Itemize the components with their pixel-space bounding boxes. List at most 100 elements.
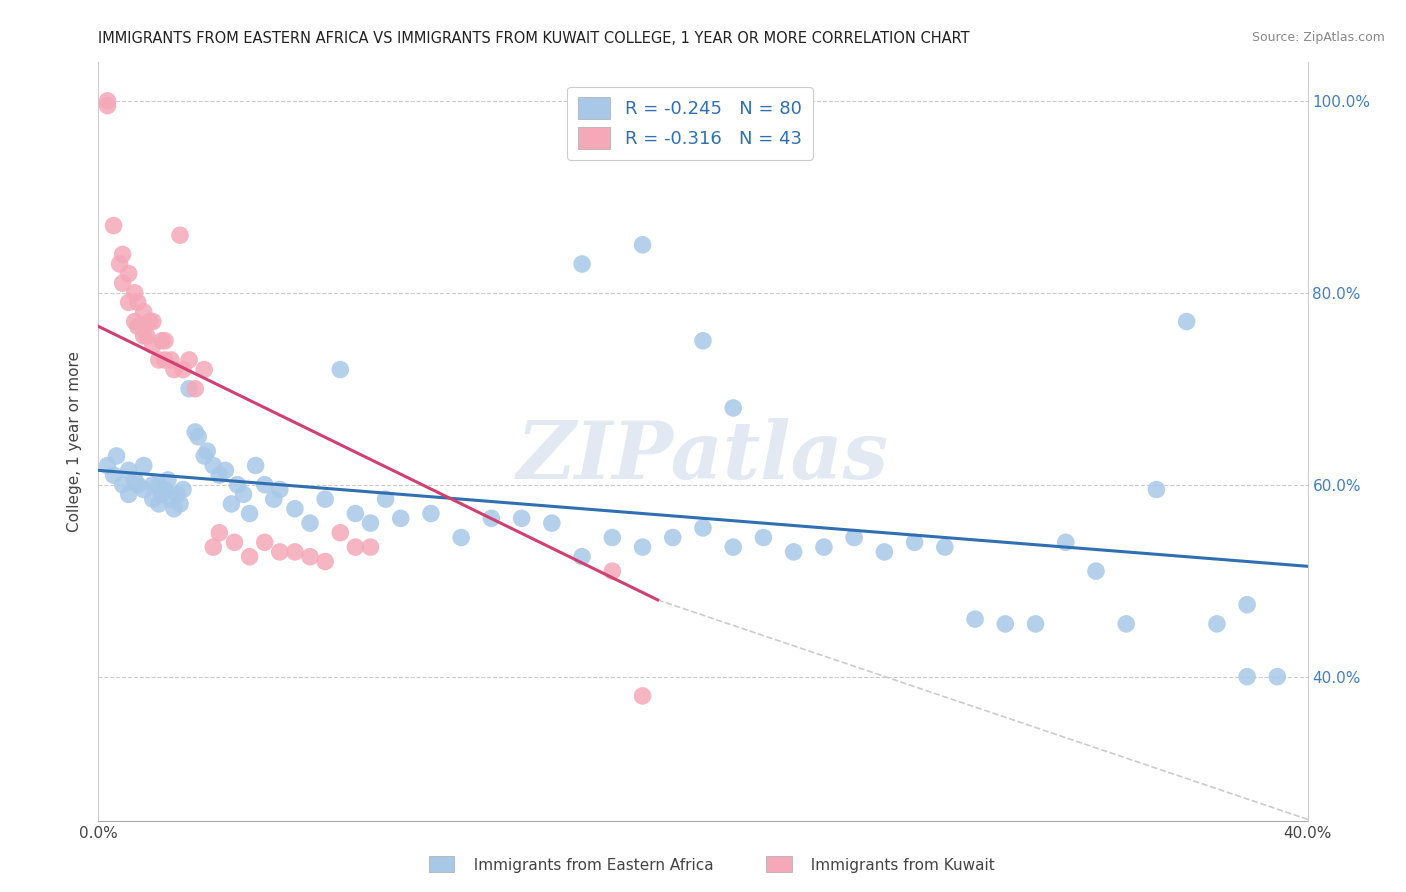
Point: [172, 483, 194, 497]
Point: [96, 458, 118, 473]
Point: [1206, 616, 1229, 631]
Point: [118, 487, 141, 501]
Point: [904, 535, 927, 549]
Point: [214, 463, 236, 477]
Point: [314, 492, 336, 507]
Legend: R = -0.245   N = 80, R = -0.316   N = 43: R = -0.245 N = 80, R = -0.316 N = 43: [567, 87, 813, 160]
Point: [692, 334, 714, 348]
Point: [1236, 670, 1258, 684]
Text: Immigrants from Kuwait: Immigrants from Kuwait: [801, 858, 995, 872]
Point: [783, 545, 806, 559]
Point: [360, 540, 382, 554]
Point: [208, 525, 231, 540]
Point: [135, 329, 157, 343]
Point: [692, 521, 714, 535]
Point: [263, 492, 285, 507]
Point: [284, 545, 307, 559]
Text: Immigrants from Eastern Africa: Immigrants from Eastern Africa: [464, 858, 714, 872]
Point: [226, 477, 249, 491]
Point: [420, 507, 443, 521]
Point: [1236, 598, 1258, 612]
Point: [148, 497, 170, 511]
Point: [344, 540, 367, 554]
Point: [96, 98, 118, 112]
Point: [156, 473, 179, 487]
Point: [118, 463, 141, 477]
Text: IMMIGRANTS FROM EASTERN AFRICA VS IMMIGRANTS FROM KUWAIT COLLEGE, 1 YEAR OR MORE: IMMIGRANTS FROM EASTERN AFRICA VS IMMIGR…: [98, 31, 970, 46]
Point: [127, 477, 149, 491]
Point: [111, 276, 134, 290]
Point: [1144, 483, 1167, 497]
Point: [1024, 616, 1046, 631]
Point: [142, 315, 165, 329]
Point: [179, 353, 201, 368]
Point: [1085, 564, 1108, 578]
Point: [344, 507, 367, 521]
Point: [752, 531, 775, 545]
Point: [184, 382, 207, 396]
Point: [1175, 315, 1198, 329]
Point: [195, 444, 218, 458]
Point: [540, 516, 562, 530]
Point: [269, 483, 291, 497]
Point: [103, 219, 125, 233]
Point: [169, 497, 191, 511]
Point: [148, 353, 170, 368]
Point: [160, 353, 183, 368]
Point: [208, 468, 231, 483]
Point: [481, 511, 503, 525]
Point: [571, 257, 593, 271]
Point: [374, 492, 396, 507]
Point: [193, 362, 215, 376]
Point: [150, 487, 173, 501]
Point: [965, 612, 987, 626]
Point: [844, 531, 866, 545]
Point: [132, 458, 155, 473]
Point: [103, 468, 125, 483]
Point: [124, 315, 146, 329]
Point: [232, 487, 254, 501]
Point: [153, 483, 176, 497]
Point: [571, 549, 593, 564]
Point: [450, 531, 472, 545]
Point: [269, 545, 291, 559]
Point: [253, 535, 276, 549]
Point: [187, 430, 209, 444]
Point: [124, 285, 146, 300]
Point: [163, 501, 186, 516]
Point: [124, 473, 146, 487]
Point: [245, 458, 267, 473]
Point: [118, 295, 141, 310]
Point: [111, 247, 134, 261]
Point: [96, 94, 118, 108]
Point: [105, 449, 128, 463]
Point: [142, 477, 165, 491]
Point: [602, 564, 624, 578]
Point: [127, 295, 149, 310]
Point: [631, 540, 654, 554]
Point: [172, 362, 194, 376]
Point: [132, 305, 155, 319]
Point: [127, 319, 149, 334]
Point: [169, 228, 191, 243]
Point: [184, 425, 207, 439]
Point: [314, 554, 336, 568]
Point: [142, 492, 165, 507]
Point: [813, 540, 835, 554]
Point: [631, 689, 654, 703]
Point: [284, 501, 307, 516]
Point: [224, 535, 246, 549]
Point: [202, 540, 225, 554]
Point: [111, 477, 134, 491]
Text: Source: ZipAtlas.com: Source: ZipAtlas.com: [1251, 31, 1385, 45]
Point: [602, 531, 624, 545]
Point: [1054, 535, 1077, 549]
Point: [934, 540, 956, 554]
Point: [299, 516, 322, 530]
Point: [179, 382, 201, 396]
Point: [160, 492, 183, 507]
Y-axis label: College, 1 year or more: College, 1 year or more: [67, 351, 83, 532]
Point: [118, 267, 141, 281]
Point: [150, 334, 173, 348]
Point: [132, 483, 155, 497]
